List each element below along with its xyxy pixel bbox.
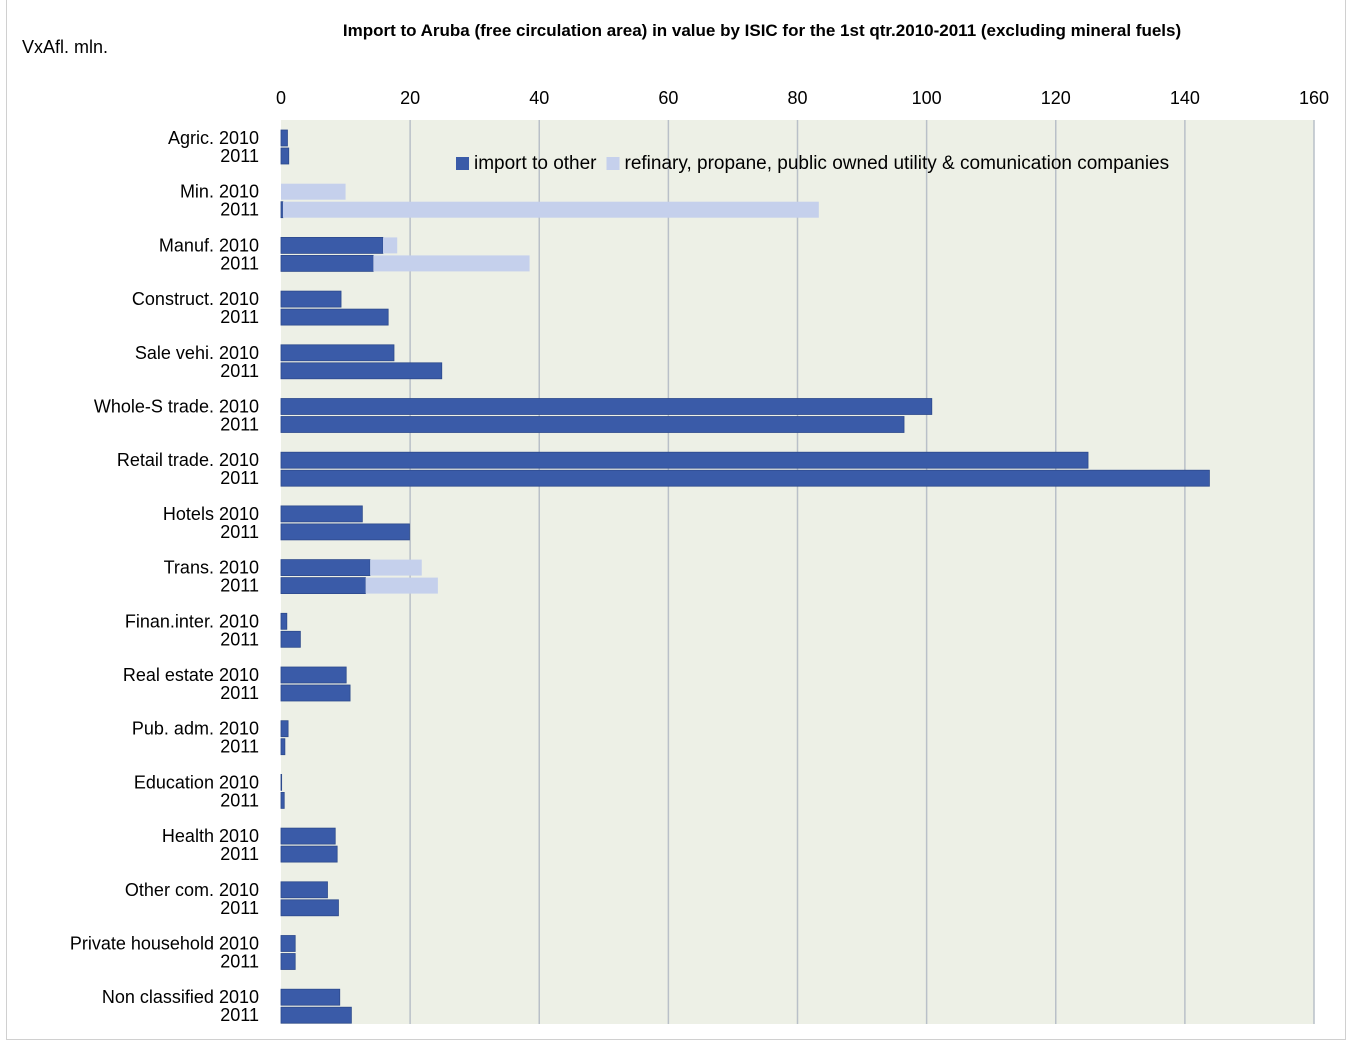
bar-a-health2011 bbox=[280, 845, 338, 863]
bar-a-real-estate2010 bbox=[280, 666, 347, 684]
bar-a-retail-trade-2011 bbox=[280, 469, 1210, 487]
category-label: 2011 bbox=[220, 146, 259, 166]
bar-a-whole-s-trade-2011 bbox=[280, 416, 905, 433]
bar-a-retail-trade-2010 bbox=[280, 451, 1089, 469]
bar-a-min-2011 bbox=[280, 201, 284, 219]
bar-a-finan-inter-2010 bbox=[280, 612, 288, 630]
category-label: Retail trade. 2010 bbox=[117, 450, 259, 470]
category-label: 2011 bbox=[220, 307, 259, 327]
bar-a-finan-inter-2011 bbox=[280, 630, 301, 648]
bar-a-real-estate2011 bbox=[280, 684, 351, 702]
x-tick-label: 140 bbox=[1170, 88, 1200, 108]
category-label: 2011 bbox=[220, 253, 259, 273]
bar-a-health2010 bbox=[280, 827, 336, 845]
category-label: 2011 bbox=[220, 576, 259, 596]
category-label: 2011 bbox=[220, 1005, 259, 1025]
bar-a-manuf-2010 bbox=[280, 236, 384, 254]
bar-a-trans-2011 bbox=[280, 577, 366, 594]
category-label: Agric. 2010 bbox=[168, 128, 259, 148]
x-tick-label: 100 bbox=[912, 88, 942, 108]
bar-a-private-household2011 bbox=[280, 953, 296, 970]
bar-a-education2010 bbox=[280, 774, 283, 791]
bar-b-trans-2010 bbox=[370, 559, 422, 576]
bar-a-agric-2011 bbox=[280, 147, 290, 165]
bar-a-hotels2010 bbox=[280, 505, 363, 523]
category-label: Health 2010 bbox=[162, 826, 259, 846]
legend-swatch bbox=[606, 157, 620, 170]
category-label: 2011 bbox=[220, 200, 259, 220]
category-label: Pub. adm. 2010 bbox=[132, 719, 259, 739]
bar-a-pub-adm-2010 bbox=[280, 720, 289, 738]
chart-frame bbox=[6, 0, 1346, 1040]
bar-a-whole-s-trade-2010 bbox=[280, 398, 933, 415]
bar-b-manuf-2010 bbox=[383, 237, 398, 254]
x-tick-label: 80 bbox=[787, 88, 807, 108]
bar-b-min-2010 bbox=[281, 183, 346, 200]
legend-label: refinary, propane, public owned utility … bbox=[625, 153, 1170, 174]
category-label: 2011 bbox=[220, 415, 259, 435]
category-label: Private household 2010 bbox=[70, 934, 259, 954]
bar-b-manuf-2011 bbox=[373, 255, 530, 272]
bar-b-min-2011 bbox=[282, 201, 819, 218]
bar-a-non-classified2011 bbox=[280, 1006, 352, 1024]
bar-a-construct-2011 bbox=[280, 308, 389, 326]
legend-label: import to other bbox=[474, 153, 597, 174]
category-label: Non classified 2010 bbox=[102, 987, 259, 1007]
bar-a-agric-2010 bbox=[280, 129, 288, 147]
bar-a-non-classified2010 bbox=[280, 988, 341, 1006]
category-label: 2011 bbox=[220, 683, 259, 703]
y-axis-unit-label: VxAfl. mln. bbox=[22, 37, 108, 57]
x-tick-label: 60 bbox=[658, 88, 678, 108]
category-label: Trans. 2010 bbox=[164, 558, 259, 578]
bar-a-pub-adm-2011 bbox=[280, 738, 286, 756]
bar-a-private-household2010 bbox=[280, 935, 296, 952]
category-label: Sale vehi. 2010 bbox=[135, 343, 259, 363]
bar-a-other-com-2010 bbox=[280, 881, 328, 899]
x-tick-label: 20 bbox=[400, 88, 420, 108]
chart-title: Import to Aruba (free circulation area) … bbox=[343, 21, 1181, 40]
x-tick-label: 40 bbox=[529, 88, 549, 108]
bar-a-hotels2011 bbox=[280, 523, 410, 541]
bar-a-construct-2010 bbox=[280, 290, 342, 308]
category-label: Hotels 2010 bbox=[163, 504, 259, 524]
category-label: Min. 2010 bbox=[180, 182, 259, 202]
category-label: Other com. 2010 bbox=[125, 880, 259, 900]
bar-a-manuf-2011 bbox=[280, 254, 374, 272]
bar-a-sale-vehi-2011 bbox=[280, 362, 443, 380]
bar-b-trans-2011 bbox=[365, 577, 438, 594]
category-label: Real estate 2010 bbox=[123, 665, 259, 685]
x-tick-label: 120 bbox=[1041, 88, 1071, 108]
category-label: Manuf. 2010 bbox=[159, 235, 259, 255]
category-label: 2011 bbox=[220, 790, 259, 810]
category-label: Whole-S trade. 2010 bbox=[94, 397, 259, 417]
x-tick-label: 0 bbox=[276, 88, 286, 108]
category-label: 2011 bbox=[220, 737, 259, 757]
legend-swatch bbox=[456, 157, 469, 170]
bar-a-trans-2010 bbox=[280, 559, 371, 576]
category-label: Finan.inter. 2010 bbox=[125, 611, 259, 631]
x-tick-label: 160 bbox=[1299, 88, 1329, 108]
category-label: Construct. 2010 bbox=[132, 289, 259, 309]
category-label: 2011 bbox=[220, 361, 259, 381]
category-label: 2011 bbox=[220, 952, 259, 972]
bar-a-education2011 bbox=[280, 792, 285, 809]
bar-a-other-com-2011 bbox=[280, 899, 339, 917]
bar-a-sale-vehi-2010 bbox=[280, 344, 395, 362]
category-label: 2011 bbox=[220, 468, 259, 488]
category-label: Education 2010 bbox=[134, 772, 259, 792]
category-label: 2011 bbox=[220, 898, 259, 918]
legend: import to other refinary, propane, public… bbox=[456, 153, 1169, 174]
category-label: 2011 bbox=[220, 629, 259, 649]
category-label: 2011 bbox=[220, 522, 259, 542]
category-label: 2011 bbox=[220, 844, 259, 864]
